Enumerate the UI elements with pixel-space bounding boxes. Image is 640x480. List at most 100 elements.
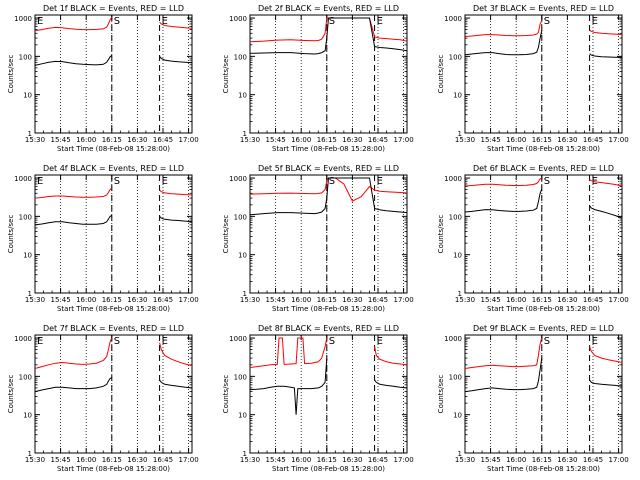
x-tick-label: 16:15 xyxy=(102,456,122,464)
panel-title: Det 3f BLACK = Events, RED = LLD xyxy=(473,4,614,13)
x-tick-label: 16:00 xyxy=(506,136,526,144)
panel-det-2: Det 2f BLACK = Events, RED = LLD 1 10 100 10… xyxy=(222,4,414,153)
marker-label: E xyxy=(162,336,168,347)
x-axis-label: Start Time (08-Feb-08 15:28:00) xyxy=(487,465,600,473)
x-tick-label: 15:45 xyxy=(266,456,286,464)
series-line-lld xyxy=(465,337,622,369)
series-line-events xyxy=(35,377,192,393)
x-tick-label: 16:45 xyxy=(368,136,388,144)
x-axis-label: Start Time (08-Feb-08 15:28:00) xyxy=(272,465,385,473)
x-tick-label: 16:00 xyxy=(76,136,96,144)
y-tick-label: 10 xyxy=(453,412,462,420)
x-tick-label: 16:30 xyxy=(127,456,147,464)
y-tick-label: 1000 xyxy=(444,175,462,183)
y-tick-label: 1000 xyxy=(14,335,32,343)
marker-label: S xyxy=(544,176,550,187)
panel-title: Det 7f BLACK = Events, RED = LLD xyxy=(43,324,184,333)
x-axis-label: Start Time (08-Feb-08 15:28:00) xyxy=(57,145,170,153)
x-tick-label: 15:45 xyxy=(481,296,501,304)
y-tick-label: 1 xyxy=(243,450,247,458)
x-tick-label: 15:30 xyxy=(240,136,260,144)
x-tick-label: 15:45 xyxy=(51,296,71,304)
panel-det-9: Det 9f BLACK = Events, RED = LLD 1 10 100 10… xyxy=(437,324,629,473)
x-tick-label: 16:30 xyxy=(342,456,362,464)
panel-det-6: Det 6f BLACK = Events, RED = LLD 1 10 100 10… xyxy=(437,164,629,313)
x-tick-label: 15:30 xyxy=(240,296,260,304)
y-tick-label: 1000 xyxy=(14,15,32,23)
x-axis-label: Start Time (08-Feb-08 15:28:00) xyxy=(272,145,385,153)
y-tick-label: 100 xyxy=(449,213,462,221)
series-line-lld xyxy=(465,177,622,187)
panel-title: Det 6f BLACK = Events, RED = LLD xyxy=(473,164,614,173)
x-tick-label: 17:00 xyxy=(608,456,628,464)
panel-det-7: Det 7f BLACK = Events, RED = LLD 1 10 100 10… xyxy=(7,324,199,473)
marker-label: S xyxy=(329,16,335,27)
series-line-lld xyxy=(35,187,192,199)
x-tick-label: 16:30 xyxy=(127,136,147,144)
y-tick-label: 10 xyxy=(238,412,247,420)
x-tick-label: 16:30 xyxy=(342,296,362,304)
x-tick-label: 16:15 xyxy=(102,296,122,304)
series-line-events xyxy=(465,30,622,58)
x-tick-label: 16:45 xyxy=(153,296,173,304)
x-tick-label: 17:00 xyxy=(393,456,413,464)
x-tick-label: 17:00 xyxy=(178,456,198,464)
series-line-events xyxy=(250,177,407,216)
marker-label: E xyxy=(37,16,43,27)
x-tick-label: 16:30 xyxy=(557,456,577,464)
panel-title: Det 9f BLACK = Events, RED = LLD xyxy=(473,324,614,333)
x-tick-label: 16:45 xyxy=(153,456,173,464)
series-line-events xyxy=(35,215,192,226)
x-tick-label: 16:00 xyxy=(76,456,96,464)
x-tick-label: 16:45 xyxy=(583,456,603,464)
plot-frame xyxy=(464,334,623,454)
plot-frame xyxy=(249,14,408,134)
x-tick-label: 16:45 xyxy=(368,296,388,304)
x-tick-label: 17:00 xyxy=(178,136,198,144)
x-axis-label: Start Time (08-Feb-08 15:28:00) xyxy=(272,305,385,313)
y-tick-label: 1 xyxy=(243,130,247,138)
y-axis-label: Counts/sec xyxy=(222,55,230,94)
x-tick-label: 16:45 xyxy=(368,456,388,464)
x-tick-label: 16:00 xyxy=(506,456,526,464)
plot-frame xyxy=(34,174,193,294)
x-tick-label: 16:15 xyxy=(317,296,337,304)
y-tick-label: 1 xyxy=(28,450,32,458)
y-tick-label: 1 xyxy=(458,450,462,458)
x-tick-label: 16:00 xyxy=(506,296,526,304)
marker-label: E xyxy=(162,176,168,187)
x-axis-label: Start Time (08-Feb-08 15:28:00) xyxy=(487,305,600,313)
plot-frame xyxy=(34,14,193,134)
panel-det-4: Det 4f BLACK = Events, RED = LLD 1 10 100 10… xyxy=(7,164,199,313)
x-tick-label: 16:30 xyxy=(557,296,577,304)
x-tick-label: 17:00 xyxy=(608,136,628,144)
marker-label: S xyxy=(114,176,120,187)
y-axis-label: Counts/sec xyxy=(222,215,230,254)
y-tick-label: 100 xyxy=(19,53,32,61)
y-axis-label: Counts/sec xyxy=(7,375,15,414)
x-tick-label: 16:15 xyxy=(317,456,337,464)
panel-title: Det 1f BLACK = Events, RED = LLD xyxy=(43,4,184,13)
series-line-events xyxy=(250,358,407,415)
marker-label: S xyxy=(114,16,120,27)
panel-title: Det 2f BLACK = Events, RED = LLD xyxy=(258,4,399,13)
marker-label: S xyxy=(114,336,120,347)
y-axis-label: Counts/sec xyxy=(7,55,15,94)
y-tick-label: 10 xyxy=(23,412,32,420)
x-tick-label: 15:30 xyxy=(240,456,260,464)
x-axis-label: Start Time (08-Feb-08 15:28:00) xyxy=(487,145,600,153)
y-tick-label: 10 xyxy=(453,92,462,100)
series-line-lld xyxy=(465,20,622,37)
y-tick-label: 1 xyxy=(458,130,462,138)
x-tick-label: 15:45 xyxy=(481,136,501,144)
y-tick-label: 1000 xyxy=(444,15,462,23)
marker-label: E xyxy=(377,336,383,347)
y-tick-label: 10 xyxy=(23,92,32,100)
x-tick-label: 16:00 xyxy=(291,136,311,144)
y-tick-label: 10 xyxy=(238,92,247,100)
y-tick-label: 1 xyxy=(28,130,32,138)
x-tick-label: 16:00 xyxy=(291,456,311,464)
x-tick-label: 17:00 xyxy=(393,136,413,144)
x-tick-label: 16:15 xyxy=(532,136,552,144)
panel-det-3: Det 3f BLACK = Events, RED = LLD 1 10 100 10… xyxy=(437,4,629,153)
